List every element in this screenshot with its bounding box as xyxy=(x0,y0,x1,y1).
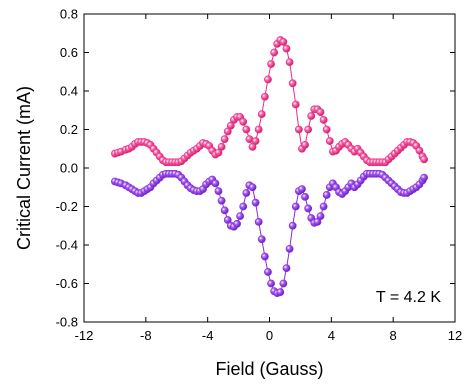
y-tick-label: -0.2 xyxy=(56,199,78,214)
data-point xyxy=(239,202,248,211)
y-tick-label: -0.8 xyxy=(56,315,78,330)
data-point xyxy=(264,268,272,276)
data-point xyxy=(220,135,229,144)
data-point xyxy=(257,235,266,244)
data-point xyxy=(298,185,306,194)
data-point xyxy=(260,92,269,101)
y-tick-label: -0.6 xyxy=(56,276,78,291)
data-point xyxy=(276,288,285,297)
data-point xyxy=(279,38,288,46)
data-point xyxy=(248,183,257,192)
data-point xyxy=(251,198,260,207)
data-point xyxy=(285,58,294,67)
data-point xyxy=(239,117,248,126)
data-point xyxy=(282,264,291,272)
series-0 xyxy=(111,36,428,167)
data-point xyxy=(260,252,269,261)
series-1 xyxy=(111,169,428,298)
y-tick-label: 0.2 xyxy=(60,122,78,137)
ticks-layer: -12 -8 -4 0 4 8 12 -0.8 -0.6 -0.4 -0.2 0.0 0.2 0.4 0.6… xyxy=(56,7,463,344)
data-point xyxy=(214,187,223,195)
data-point xyxy=(257,110,266,118)
data-point xyxy=(307,112,316,120)
data-point xyxy=(420,155,428,164)
data-point xyxy=(291,202,300,211)
data-point xyxy=(282,44,291,53)
data-point xyxy=(301,140,309,149)
data-point xyxy=(319,202,328,211)
data-point xyxy=(236,212,245,221)
y-tick-label: 0.0 xyxy=(60,161,78,176)
data-point xyxy=(325,137,334,145)
data-point xyxy=(288,221,297,230)
data-point xyxy=(304,125,313,134)
x-tick-label: 12 xyxy=(448,328,462,343)
data-point xyxy=(264,75,272,84)
data-point xyxy=(301,192,309,201)
data-point xyxy=(267,60,275,68)
data-point xyxy=(220,206,229,215)
data-point xyxy=(211,179,220,188)
y-tick-label: 0.4 xyxy=(60,84,78,99)
data-point xyxy=(322,191,331,199)
data-point xyxy=(304,204,313,213)
x-axis-title: Field (Gauss) xyxy=(215,359,323,379)
data-point xyxy=(322,125,331,134)
x-tick-label: 8 xyxy=(390,328,397,343)
x-tick-label: 0 xyxy=(266,328,273,343)
data-point xyxy=(267,279,275,288)
data-point xyxy=(242,189,251,197)
x-tick-label: -4 xyxy=(202,328,214,343)
x-tick-label: -12 xyxy=(75,328,94,343)
data-point xyxy=(254,125,263,134)
data-point xyxy=(279,279,288,288)
y-tick-label: 0.8 xyxy=(60,7,78,22)
series-layer xyxy=(111,36,428,298)
data-point xyxy=(420,173,428,182)
data-point xyxy=(316,108,325,117)
x-tick-label: 4 xyxy=(328,328,335,343)
data-point xyxy=(233,219,241,228)
data-point xyxy=(316,212,325,221)
data-point xyxy=(294,125,303,134)
series-line xyxy=(114,39,425,163)
temperature-annotation: T = 4.2 K xyxy=(376,289,441,306)
data-point xyxy=(270,48,279,57)
data-point xyxy=(319,115,328,124)
data-point xyxy=(288,79,297,88)
y-tick-label: 0.6 xyxy=(60,45,78,60)
data-point xyxy=(285,244,294,253)
y-tick-label: -0.4 xyxy=(56,238,78,253)
x-tick-label: -8 xyxy=(140,328,152,343)
data-point xyxy=(217,142,226,151)
data-point xyxy=(254,217,263,226)
data-point xyxy=(242,125,251,134)
y-axis-title: Critical Current (mA) xyxy=(14,86,34,250)
data-point xyxy=(217,196,226,205)
data-point xyxy=(291,100,300,109)
data-point xyxy=(251,137,260,145)
